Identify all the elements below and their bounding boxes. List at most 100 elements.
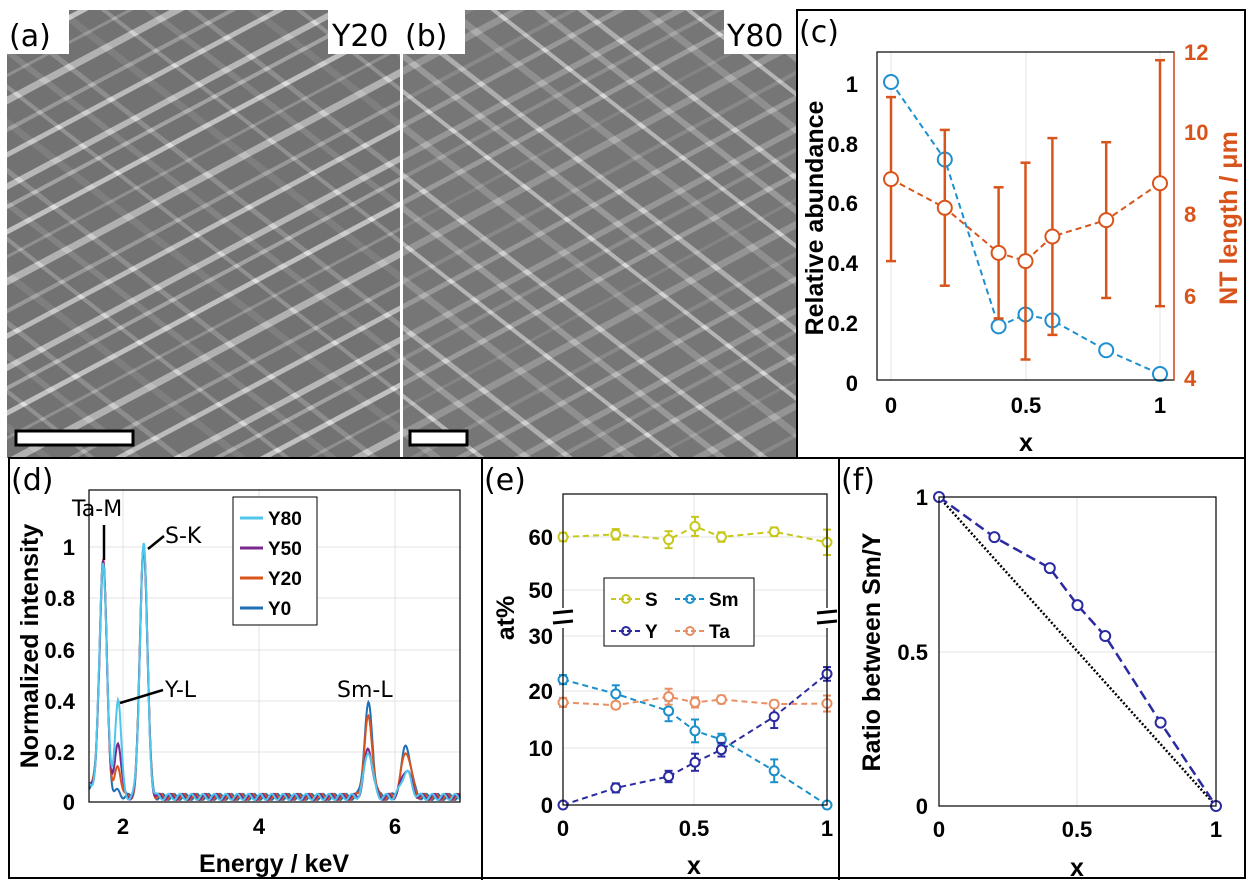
e-point-s [663, 534, 675, 546]
e-point-s [689, 520, 701, 532]
legend-e-s: S [645, 590, 658, 611]
e-point-ta [715, 694, 727, 706]
legend-e-ta: Ta [709, 622, 730, 643]
f-xtick-1: 1 [1210, 817, 1222, 842]
scale-bar-b [408, 429, 469, 447]
c-point [990, 318, 1007, 335]
c-ytick-right-12: 12 [1184, 40, 1208, 65]
c-point [1017, 253, 1034, 270]
scale-bar-a [14, 429, 135, 447]
e-point-y [610, 782, 622, 794]
legend-d-y50: Y50 [268, 539, 302, 560]
e-xtick-0: 0 [557, 816, 569, 841]
c-xlabel: x [1019, 429, 1033, 457]
e-xlabel: x [687, 852, 701, 880]
panel-label-c: (c) [799, 15, 839, 50]
d-ytick-0.6: 0.6 [44, 638, 75, 663]
axis-break-left [552, 608, 574, 628]
c-ytick-right-10: 10 [1184, 120, 1208, 145]
d-ytick-0.8: 0.8 [44, 586, 75, 611]
chart-d-plot [88, 542, 462, 802]
e-point-s [768, 526, 780, 538]
e-point-sm [768, 765, 780, 777]
d-ytick-0: 0 [63, 790, 75, 815]
e-ytick-60: 60 [529, 525, 553, 550]
panel-d: (d) 1 0.8 0.6 0.4 0.2 0 2 4 6 Energy / k… [11, 463, 462, 878]
f-point [988, 531, 1001, 544]
e-point-y [715, 744, 727, 756]
annot-sm-l: Sm-L [337, 678, 393, 703]
e-point-s [610, 528, 622, 540]
c-point [1098, 342, 1115, 359]
c-ytick-0.6: 0.6 [827, 191, 858, 216]
d-ytick-0.2: 0.2 [44, 740, 75, 765]
c-point [936, 199, 953, 216]
panel-c: (c) 1 0.8 0.6 0.4 0.2 0 12 10 8 6 4 0 0.… [799, 15, 1243, 457]
c-ytick-right-4: 4 [1184, 366, 1197, 391]
c-ylabel: Relative abundance [801, 101, 829, 336]
d-xtick-4: 4 [253, 814, 266, 839]
e-ytick-0: 0 [541, 793, 553, 818]
f-ylabel: Ratio between Sm/Y [858, 532, 886, 771]
e-xtick-1: 1 [821, 816, 833, 841]
annot-s-k: S-K [165, 524, 202, 549]
d-xlabel: Energy / keV [199, 850, 349, 878]
c-ytick-0: 0 [846, 371, 858, 396]
e-point-ta [663, 691, 675, 703]
chart-e-legend: S Sm Y Ta [603, 577, 755, 647]
e-ytick-20: 20 [529, 679, 553, 704]
f-ytick-1: 1 [916, 485, 928, 510]
c-xtick-0: 0 [885, 393, 897, 418]
e-ytick-30: 30 [529, 624, 553, 649]
annot-ta-m: Ta-M [71, 497, 122, 522]
c-ytick-0.8: 0.8 [827, 132, 858, 157]
e-point-y [768, 711, 780, 723]
c-point [883, 74, 899, 90]
e-point-ta [610, 699, 622, 711]
c-point [1152, 366, 1168, 383]
legend-d-y0: Y0 [268, 599, 291, 620]
legend-e-y: Y [645, 622, 658, 643]
f-xtick-0: 0 [933, 817, 945, 842]
f-ytick-0.5: 0.5 [897, 640, 928, 665]
panel-label-b: (b) [405, 19, 447, 54]
e-point-sm [663, 705, 675, 717]
sample-label-a: Y20 [331, 19, 389, 54]
axis-break-right [816, 608, 838, 628]
e-point-y [689, 756, 701, 768]
c-point [1098, 212, 1115, 229]
e-point-sm [610, 688, 622, 700]
c-xtick-0.5: 0.5 [1011, 393, 1042, 418]
e-ylabel: at% [492, 596, 520, 640]
c-point [1044, 228, 1061, 245]
f-ytick-0: 0 [916, 794, 928, 819]
panel-f: (f) 1 0.5 0 0 0.5 1 x Ratio between Sm/Y [841, 463, 1222, 880]
annot-y-l: Y-L [164, 678, 197, 703]
c-point [990, 244, 1007, 261]
e-point-ta [689, 696, 701, 708]
c-ylabel-right: NT length / μm [1215, 131, 1243, 305]
c-point [1152, 175, 1168, 192]
c-point [883, 171, 899, 188]
legend-d-y20: Y20 [268, 569, 302, 590]
panel-b: (b) Y80 [403, 10, 796, 458]
legend-d-y80: Y80 [268, 509, 302, 530]
f-point [1043, 562, 1056, 575]
d-xtick-2: 2 [117, 814, 129, 839]
e-point-y [663, 771, 675, 782]
chart-c-plot [883, 58, 1168, 383]
d-spectrum-y80 [88, 542, 461, 802]
d-ylabel: Normalized intensity [16, 524, 44, 769]
chart-e-plot [557, 515, 833, 811]
e-point-ta [768, 698, 780, 710]
f-xtick-0.5: 0.5 [1062, 817, 1093, 842]
c-ytick-right-6: 6 [1184, 284, 1196, 309]
panel-a: (a) Y20 [7, 10, 400, 458]
legend-e-sm: Sm [709, 590, 739, 611]
c-ytick-0.4: 0.4 [827, 251, 858, 276]
c-ytick-right-8: 8 [1184, 202, 1196, 227]
panel-e: (e) 60 50 30 20 10 0 0 0.5 [484, 463, 838, 880]
f-point [1154, 716, 1167, 729]
e-point-s [715, 531, 727, 543]
